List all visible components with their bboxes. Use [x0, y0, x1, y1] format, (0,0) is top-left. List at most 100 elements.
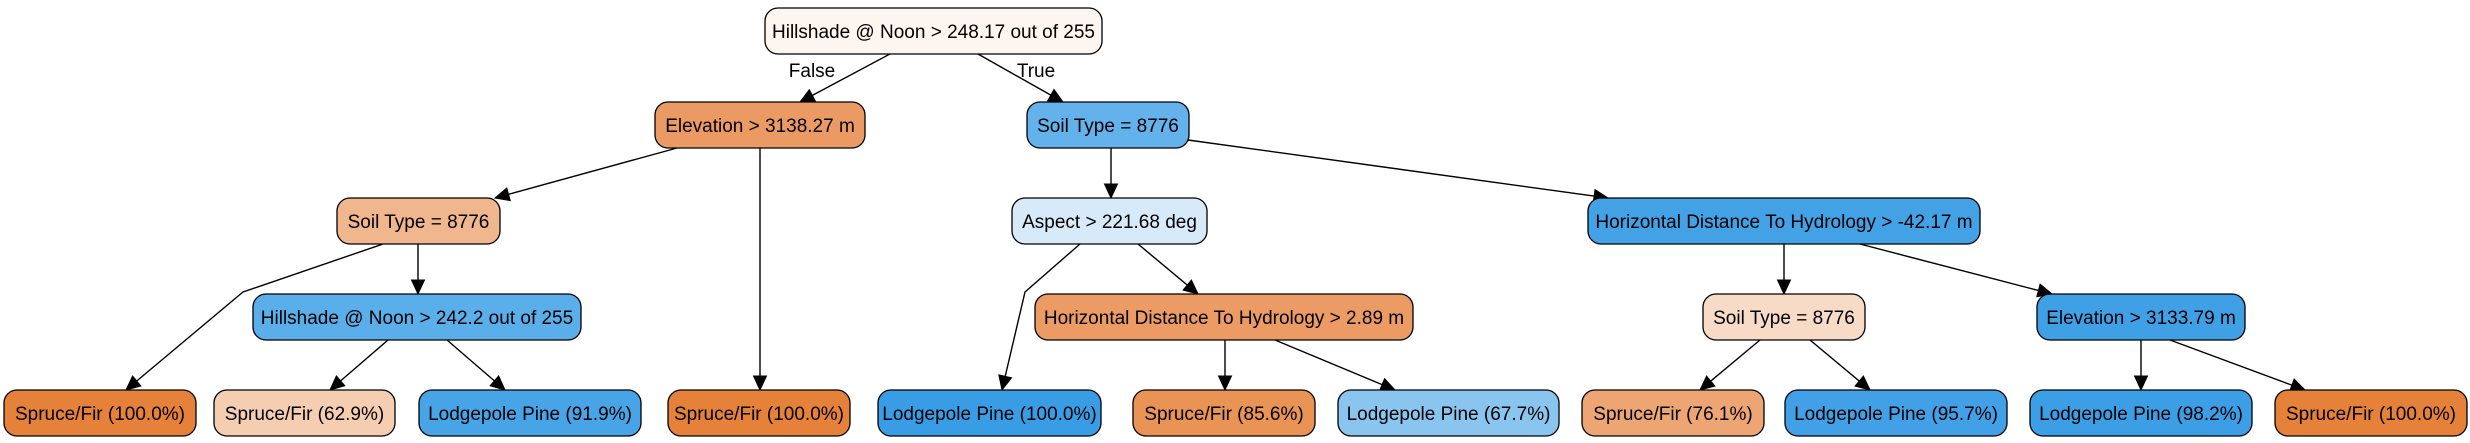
edge-line: [812, 53, 891, 97]
node-box: [1702, 293, 1866, 341]
nodes-layer: Hillshade @ Noon > 248.17 out of 255 Elev…: [3, 7, 2468, 437]
edge-hill2-to-leaf2: [329, 339, 389, 391]
node-label: Lodgepole Pine (95.7%): [1794, 404, 1998, 425]
arrowhead-icon: [1699, 375, 1716, 391]
leaf-node-leaf7: Lodgepole Pine (67.7%): [1337, 389, 1560, 437]
node-label: Lodgepole Pine (98.2%): [2039, 404, 2243, 425]
node-box: [1337, 389, 1560, 437]
arrowhead-icon: [493, 187, 511, 202]
edge-aspect-to-leaf5: [998, 243, 1081, 392]
node-box: [2036, 293, 2246, 341]
edge-line: [1274, 339, 1383, 386]
edge-line: [977, 53, 1052, 96]
node-label: Lodgepole Pine (100.0%): [882, 404, 1096, 425]
arrowhead-icon: [125, 375, 142, 391]
edge-soil2-to-hdist2: [1187, 139, 1610, 204]
decision-node-hdist2: Horizontal Distance To Hydrology > -42.1…: [1587, 197, 1981, 245]
decision-node-root: Hillshade @ Noon > 248.17 out of 255: [764, 7, 1103, 55]
edge-label-false: False: [789, 61, 835, 82]
node-box: [213, 389, 396, 437]
decision-node-hdist1: Horizontal Distance To Hydrology > 2.89 …: [1034, 293, 1414, 341]
leaf-node-leaf11: Spruce/Fir (100.0%): [2274, 389, 2468, 437]
decision-node-soil3: Soil Type = 8776: [1702, 293, 1866, 341]
edge-elev1-to-leaf4: [752, 148, 768, 392]
edge-hdist2-to-soil3: [1776, 244, 1792, 296]
arrowhead-icon: [1103, 183, 1119, 200]
edge-soil1-to-hill2: [410, 244, 426, 296]
node-label: Hillshade @ Noon > 242.2 out of 255: [261, 308, 573, 329]
node-box: [1034, 293, 1414, 341]
edge-line: [508, 147, 678, 195]
node-label: Hillshade @ Noon > 248.17 out of 255: [772, 22, 1095, 43]
decision-node-soil1: Soil Type = 8776: [336, 197, 501, 245]
edge-root-to-soil2: True: [977, 53, 1065, 103]
leaf-node-leaf2: Spruce/Fir (62.9%): [213, 389, 396, 437]
node-label: Aspect > 221.68 deg: [1022, 212, 1197, 233]
arrowhead-icon: [489, 375, 506, 391]
leaf-node-leaf8: Spruce/Fir (76.1%): [1581, 389, 1765, 437]
node-label: Horizontal Distance To Hydrology > 2.89 …: [1044, 308, 1404, 329]
node-box: [2029, 389, 2253, 437]
node-box: [336, 197, 501, 245]
arrowhead-icon: [410, 279, 426, 296]
node-box: [654, 101, 866, 149]
edges-layer: False True: [125, 53, 2307, 392]
node-label: Horizontal Distance To Hydrology > -42.1…: [1595, 212, 1972, 233]
edge-line: [136, 243, 384, 382]
node-label: Elevation > 3138.27 m: [665, 116, 855, 137]
leaf-node-leaf9: Lodgepole Pine (95.7%): [1784, 389, 2008, 437]
node-label: Spruce/Fir (76.1%): [1593, 404, 1752, 425]
edge-soil1-to-leaf1: [125, 243, 384, 391]
edge-line: [1187, 139, 1595, 197]
node-box: [667, 389, 851, 437]
edge-line: [340, 339, 389, 382]
edge-soil3-to-leaf9: [1809, 339, 1871, 391]
arrowhead-icon: [1854, 375, 1871, 391]
node-label: Spruce/Fir (62.9%): [225, 404, 384, 425]
arrowhead-icon: [798, 88, 817, 103]
edge-label-true: True: [1017, 61, 1055, 82]
edge-line: [1710, 339, 1761, 382]
node-label: Soil Type = 8776: [1713, 308, 1855, 329]
leaf-node-leaf1: Spruce/Fir (100.0%): [3, 389, 197, 437]
edge-line: [1859, 243, 2039, 292]
node-box: [764, 7, 1103, 55]
edge-soil3-to-leaf8: [1699, 339, 1761, 391]
decision-node-soil2: Soil Type = 8776: [1026, 101, 1190, 149]
arrowhead-icon: [1776, 279, 1792, 296]
node-label: Soil Type = 8776: [1037, 116, 1179, 137]
edge-line: [446, 339, 495, 382]
node-box: [1587, 197, 1981, 245]
node-box: [1132, 389, 1316, 437]
edge-line: [1809, 339, 1860, 382]
arrowhead-icon: [329, 375, 346, 391]
node-label: Lodgepole Pine (67.7%): [1347, 404, 1551, 425]
node-box: [418, 389, 642, 437]
edge-hill2-to-leaf3: [446, 339, 506, 391]
decision-node-hill2: Hillshade @ Noon > 242.2 out of 255: [252, 293, 582, 341]
node-box: [252, 293, 582, 341]
node-box: [1026, 101, 1190, 149]
arrowhead-icon: [1046, 88, 1065, 103]
leaf-node-leaf4: Spruce/Fir (100.0%): [667, 389, 851, 437]
leaf-node-leaf6: Spruce/Fir (85.6%): [1132, 389, 1316, 437]
edge-line: [2169, 339, 2293, 386]
arrowhead-icon: [1182, 279, 1199, 295]
node-label: Spruce/Fir (100.0%): [674, 404, 844, 425]
node-label: Lodgepole Pine (91.9%): [428, 404, 632, 425]
decision-node-aspect: Aspect > 221.68 deg: [1011, 197, 1208, 245]
arrowhead-icon: [1378, 377, 1397, 392]
node-box: [1581, 389, 1765, 437]
node-box: [877, 389, 1102, 437]
edge-line: [1137, 243, 1188, 286]
node-label: Soil Type = 8776: [348, 212, 490, 233]
node-box: [1011, 197, 1208, 245]
node-box: [2274, 389, 2468, 437]
node-box: [1784, 389, 2008, 437]
node-label: Elevation > 3133.79 m: [2046, 308, 2236, 329]
decision-node-elev2: Elevation > 3133.79 m: [2036, 293, 2246, 341]
edge-aspect-to-hdist1: [1137, 243, 1199, 295]
leaf-node-leaf3: Lodgepole Pine (91.9%): [418, 389, 642, 437]
arrowhead-icon: [1217, 375, 1233, 392]
